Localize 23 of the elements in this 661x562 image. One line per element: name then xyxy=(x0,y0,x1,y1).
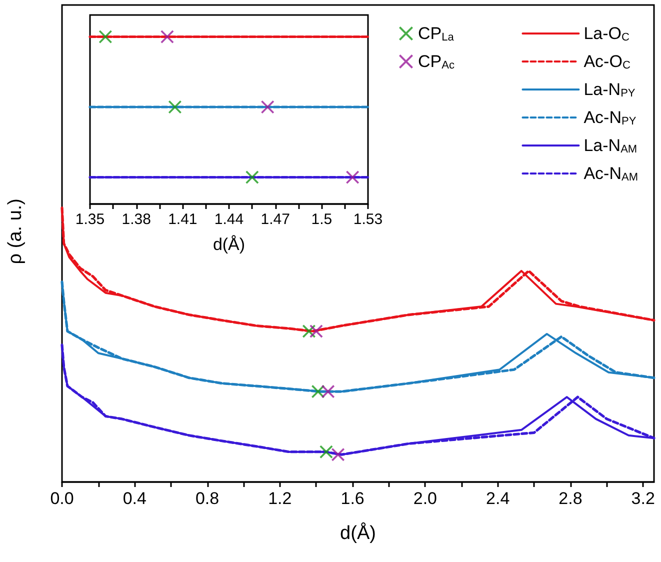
x-tick-label: 1.5 xyxy=(311,211,332,228)
x-tick-label: 1.44 xyxy=(214,211,244,228)
x-tick-label: 1.53 xyxy=(353,211,383,228)
x-tick-label: 1.35 xyxy=(75,211,105,228)
x-tick-label: 0.8 xyxy=(195,489,220,508)
x-tick-label: 1.2 xyxy=(268,489,292,508)
x-tick-label: 2.4 xyxy=(486,489,510,508)
x-tick-label: 3.2 xyxy=(631,489,655,508)
x-tick-label: 0.4 xyxy=(122,489,146,508)
point xyxy=(332,448,345,462)
x-tick-label: 2.0 xyxy=(413,489,438,508)
x-tick-label: 1.6 xyxy=(340,489,364,508)
point xyxy=(320,445,333,458)
x-tick-label: 1.47 xyxy=(260,211,290,228)
x-tick-label: 1.41 xyxy=(168,211,198,228)
y-axis-title: ρ (a. u.) xyxy=(5,198,26,264)
x-tick-label: 0.0 xyxy=(50,489,74,508)
x-tick-label: 1.38 xyxy=(122,211,151,228)
x-axis-title: d(Å) xyxy=(340,522,376,544)
x-tick-label: 2.8 xyxy=(558,489,582,508)
point xyxy=(310,324,323,338)
point xyxy=(322,385,335,398)
x-axis-title: d(Å) xyxy=(212,235,246,254)
